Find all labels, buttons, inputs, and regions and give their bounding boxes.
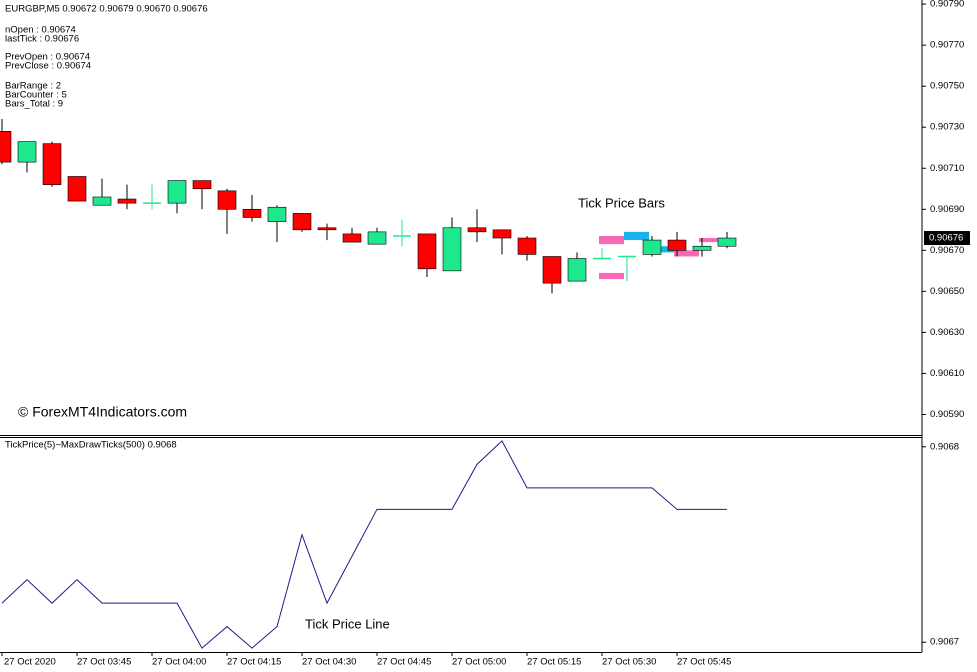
- tick-price-bar: [674, 250, 699, 257]
- candle-body: [342, 233, 362, 243]
- y-tick-label: 0.90630: [930, 327, 964, 338]
- candle-body: [42, 143, 62, 185]
- candle-body: [317, 227, 337, 231]
- y-tick-label: 0.90730: [930, 122, 964, 133]
- candle-body: [67, 176, 87, 202]
- x-tick-label: 27 Oct 05:15: [527, 657, 581, 668]
- candle-body: [217, 190, 237, 210]
- candle-body: [417, 233, 437, 270]
- last-price-label: 0.90676: [929, 233, 963, 244]
- candle-body: [442, 227, 462, 272]
- candle-body: [367, 231, 387, 245]
- info-line: PrevOpen : 0.90674: [5, 52, 90, 63]
- x-tick-label: 27 Oct 05:00: [452, 657, 506, 668]
- candle-body: [492, 229, 512, 239]
- info-line: lastTick : 0.90676: [5, 34, 79, 45]
- y-tick-label: 0.90750: [930, 81, 964, 92]
- info-line: BarCounter : 5: [5, 90, 67, 101]
- tick-price-bar: [649, 246, 674, 253]
- candle-body: [517, 237, 537, 255]
- annotation: Tick Price Bars: [578, 195, 665, 210]
- candle-body: [192, 180, 212, 190]
- candle-body: [542, 256, 562, 284]
- candle-body: [167, 180, 187, 204]
- watermark: © ForexMT4Indicators.com: [18, 404, 187, 420]
- info-line: PrevClose : 0.90674: [5, 61, 91, 72]
- candle-body: [642, 239, 662, 255]
- x-tick-label: 27 Oct 04:30: [302, 657, 356, 668]
- tick-price-bar: [624, 231, 649, 241]
- y-tick-label: 0.90790: [930, 0, 964, 10]
- candle-body: [242, 208, 262, 218]
- candle-body: [267, 206, 287, 222]
- candle-body: [717, 237, 737, 247]
- candle-body: [567, 258, 587, 282]
- info-line: BarRange : 2: [5, 81, 61, 92]
- x-tick-label: 27 Oct 2020: [4, 657, 56, 668]
- candle-body: [92, 196, 112, 206]
- y-tick-label: 0.90590: [930, 409, 964, 420]
- candle-body: [292, 213, 312, 231]
- y-tick-label: 0.90710: [930, 163, 964, 174]
- annotation: Tick Price Line: [305, 616, 390, 631]
- x-tick-label: 27 Oct 03:45: [77, 657, 131, 668]
- tick-price-bar: [599, 235, 624, 245]
- x-tick-label: 27 Oct 04:45: [377, 657, 431, 668]
- tick-price-bar: [599, 272, 624, 280]
- last-price-box: [924, 231, 970, 246]
- info-line: Bars_Total : 9: [5, 99, 63, 110]
- info-line: nOpen : 0.90674: [5, 25, 76, 36]
- y-tick-label: 0.90770: [930, 40, 964, 51]
- candle-body: [0, 131, 12, 163]
- info-line: EURGBP,M5 0.90672 0.90679 0.90670 0.9067…: [5, 4, 208, 15]
- indicator-title: TickPrice(5)~MaxDrawTicks(500) 0.9068: [5, 440, 177, 451]
- y-tick-label: 0.9067: [930, 637, 959, 648]
- candle-body: [692, 245, 712, 251]
- candle-body: [17, 141, 37, 163]
- candle-body: [667, 239, 687, 251]
- x-tick-label: 27 Oct 04:00: [152, 657, 206, 668]
- candle-body: [467, 227, 487, 233]
- tick-price-line: [1, 440, 727, 649]
- y-tick-label: 0.90610: [930, 368, 964, 379]
- x-tick-label: 27 Oct 05:30: [602, 657, 656, 668]
- x-tick-label: 27 Oct 04:15: [227, 657, 281, 668]
- y-tick-label: 0.9068: [930, 441, 959, 452]
- y-tick-label: 0.90650: [930, 286, 964, 297]
- y-tick-label: 0.90670: [930, 245, 964, 256]
- candle-body: [117, 198, 137, 204]
- x-tick-label: 27 Oct 05:45: [677, 657, 731, 668]
- tick-price-bar: [699, 238, 724, 243]
- y-tick-label: 0.90690: [930, 204, 964, 215]
